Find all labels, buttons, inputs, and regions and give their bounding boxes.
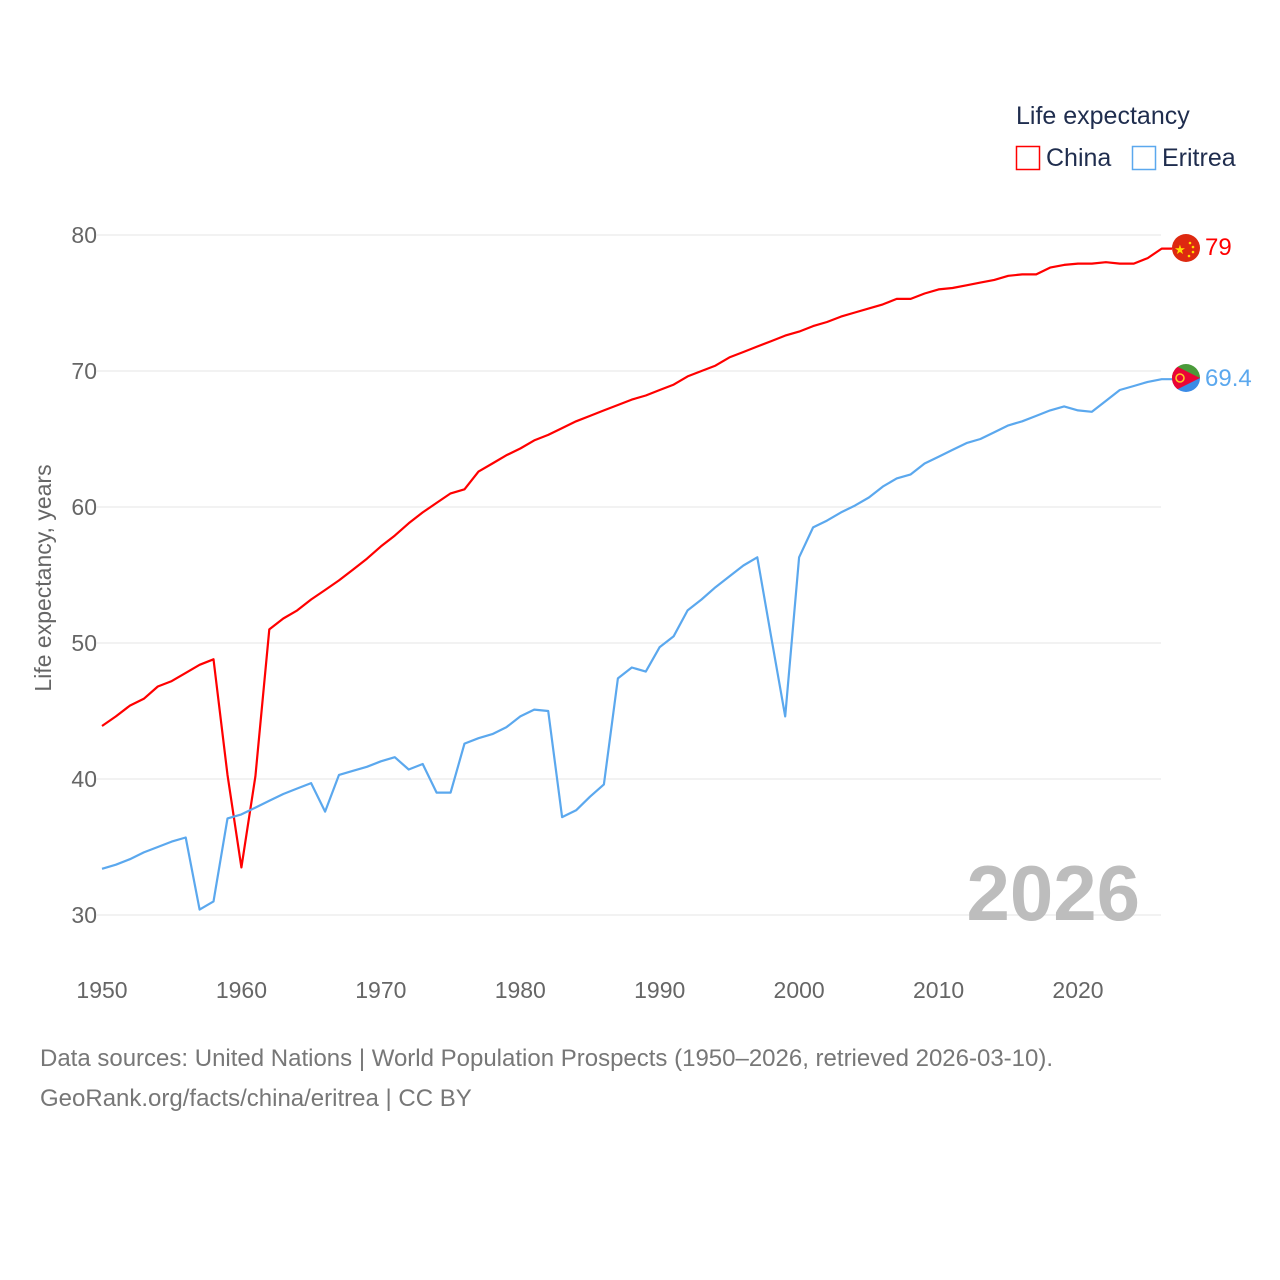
- y-tick-label: 30: [71, 902, 97, 928]
- legend-title: Life expectancy: [1016, 102, 1190, 130]
- y-axis-label: Life expectancy, years: [30, 464, 56, 691]
- series-line-eritrea: [101, 378, 1172, 911]
- x-tick-label: 2020: [1052, 977, 1103, 1003]
- x-axis-ticks: 1950 1960 1970 1980 1990 2000 2010 2020: [76, 977, 1103, 1003]
- x-tick-label: 1990: [634, 977, 685, 1003]
- x-tick-label: 1980: [495, 977, 546, 1003]
- svg-text:★: ★: [1174, 242, 1186, 257]
- y-tick-label: 60: [71, 494, 97, 520]
- x-tick-label: 2000: [774, 977, 825, 1003]
- y-tick-label: 70: [71, 358, 97, 384]
- footer-sources: Data sources: United Nations | World Pop…: [40, 1045, 1054, 1072]
- legend-item-eritrea[interactable]: Eritrea: [1131, 144, 1236, 172]
- y-tick-label: 50: [71, 630, 97, 656]
- y-tick-label: 40: [71, 766, 97, 792]
- x-tick-label: 1950: [76, 977, 127, 1003]
- legend: Life expectancy China Eritrea: [1015, 102, 1236, 172]
- eritrea-swatch: [1131, 145, 1157, 171]
- eritrea-flag-icon: [1172, 364, 1200, 392]
- eritrea-end-label: 69.4: [1205, 365, 1252, 392]
- footer-attribution[interactable]: GeoRank.org/facts/china/eritrea | CC BY: [40, 1085, 472, 1112]
- x-tick-label: 2010: [913, 977, 964, 1003]
- legend-label-china: China: [1046, 144, 1111, 172]
- series-line-china: [101, 247, 1172, 869]
- y-tick-label: 80: [71, 222, 97, 248]
- china-flag-icon: ★: [1172, 234, 1200, 262]
- y-axis-ticks: 30 40 50 60 70 80: [71, 222, 97, 928]
- series-lines: [101, 247, 1172, 911]
- x-tick-label: 1970: [355, 977, 406, 1003]
- watermark-year: 2026: [966, 849, 1140, 937]
- grid-lines: [97, 234, 1161, 916]
- china-end-label: 79: [1205, 234, 1232, 261]
- legend-label-eritrea: Eritrea: [1162, 144, 1236, 172]
- china-swatch: [1015, 145, 1041, 171]
- x-tick-label: 1960: [216, 977, 267, 1003]
- legend-item-china[interactable]: China: [1015, 144, 1112, 172]
